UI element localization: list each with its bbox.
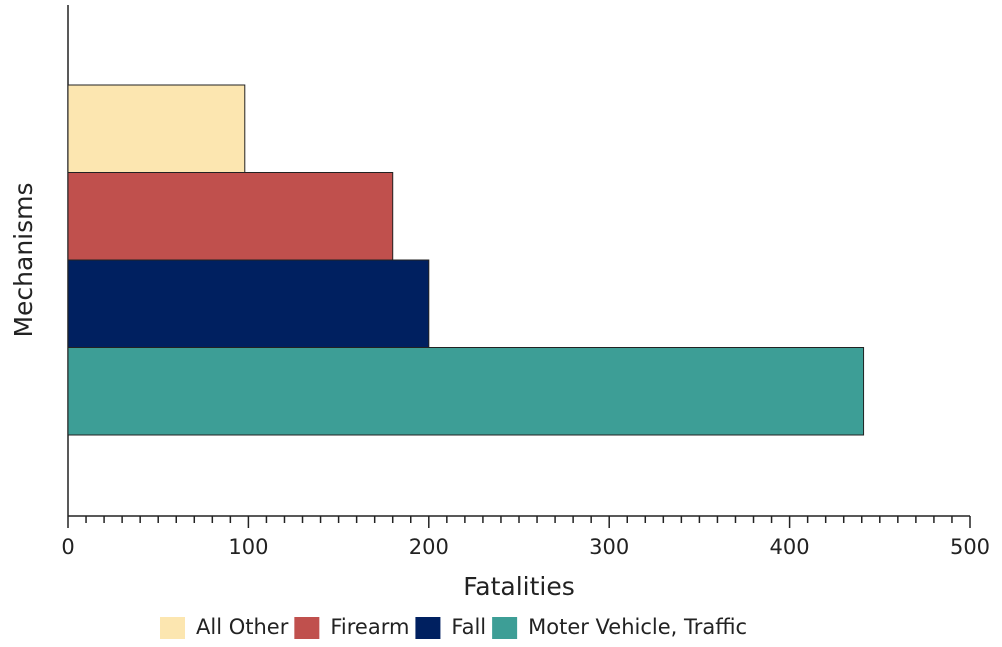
legend-label: All Other — [196, 615, 289, 639]
y-axis-title: Mechanisms — [9, 182, 38, 337]
x-tick-label: 100 — [228, 535, 268, 559]
x-axis-title: Fatalities — [463, 572, 575, 601]
legend-label: Moter Vehicle, Traffic — [528, 615, 747, 639]
bar — [67, 347, 865, 436]
legend-swatch — [415, 617, 441, 639]
x-tick-label: 0 — [61, 535, 74, 559]
legend-label: Firearm — [330, 615, 409, 639]
x-tick-label: 300 — [589, 535, 629, 559]
bar — [67, 84, 246, 173]
x-tick-label: 500 — [950, 535, 990, 559]
legend-swatch — [294, 617, 320, 639]
x-tick-label: 200 — [409, 535, 449, 559]
legend-swatch — [160, 617, 185, 639]
x-tick-label: 400 — [770, 535, 810, 559]
legend-label: Fall — [451, 615, 486, 639]
bar — [67, 172, 394, 261]
bar — [67, 259, 430, 348]
legend-swatch — [492, 617, 518, 639]
